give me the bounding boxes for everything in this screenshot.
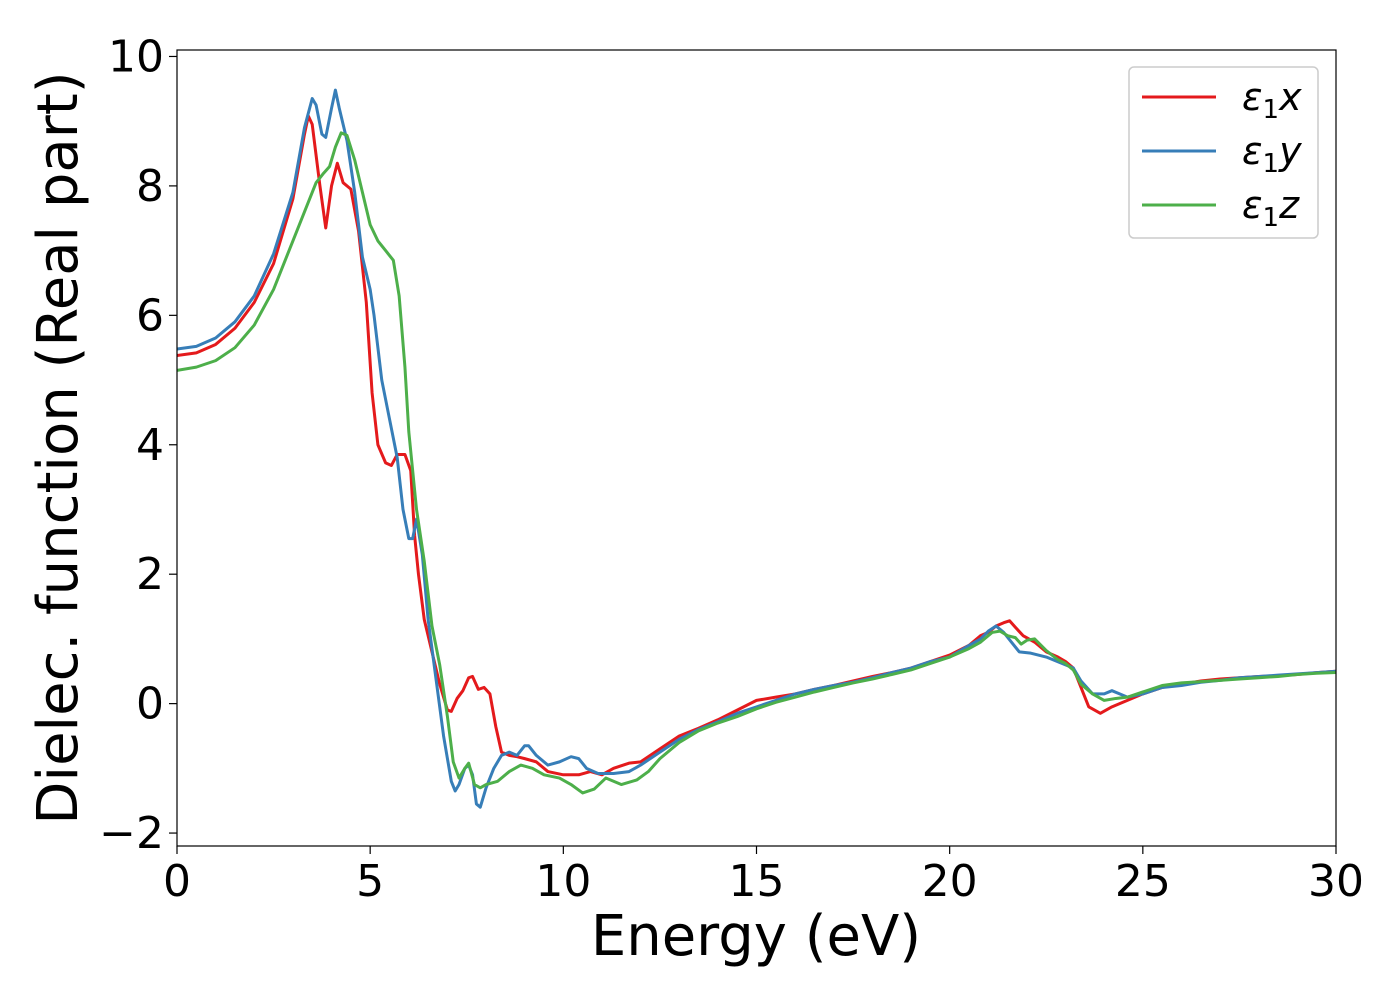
x-tick-label: 0 (163, 856, 191, 907)
y-tick-label: 10 (108, 31, 164, 82)
x-tick-label: 25 (1115, 856, 1171, 907)
legend-label-2: ε1z (1242, 183, 1300, 233)
y-tick-label: 2 (136, 549, 164, 600)
y-tick-label: 8 (136, 161, 164, 212)
x-tick-label: 10 (535, 856, 591, 907)
legend-box (1128, 66, 1319, 239)
legend-label-0: ε1x (1242, 75, 1302, 125)
y-tick-label: 0 (136, 679, 164, 730)
x-tick-label: 30 (1308, 856, 1364, 907)
y-axis-label: Dielec. function (Real part) (26, 71, 91, 824)
y-tick-label: 4 (136, 420, 164, 471)
y-tick-label: 6 (136, 290, 164, 341)
series-line-2 (177, 131, 1336, 795)
series-layer (177, 88, 1336, 809)
y-tick-label: −2 (99, 808, 164, 859)
legend-label-1: ε1y (1242, 129, 1302, 179)
x-tick-label: 15 (729, 856, 785, 907)
x-axis-label: Energy (eV) (591, 904, 921, 969)
x-tick-label: 20 (922, 856, 978, 907)
x-tick-label: 5 (356, 856, 384, 907)
